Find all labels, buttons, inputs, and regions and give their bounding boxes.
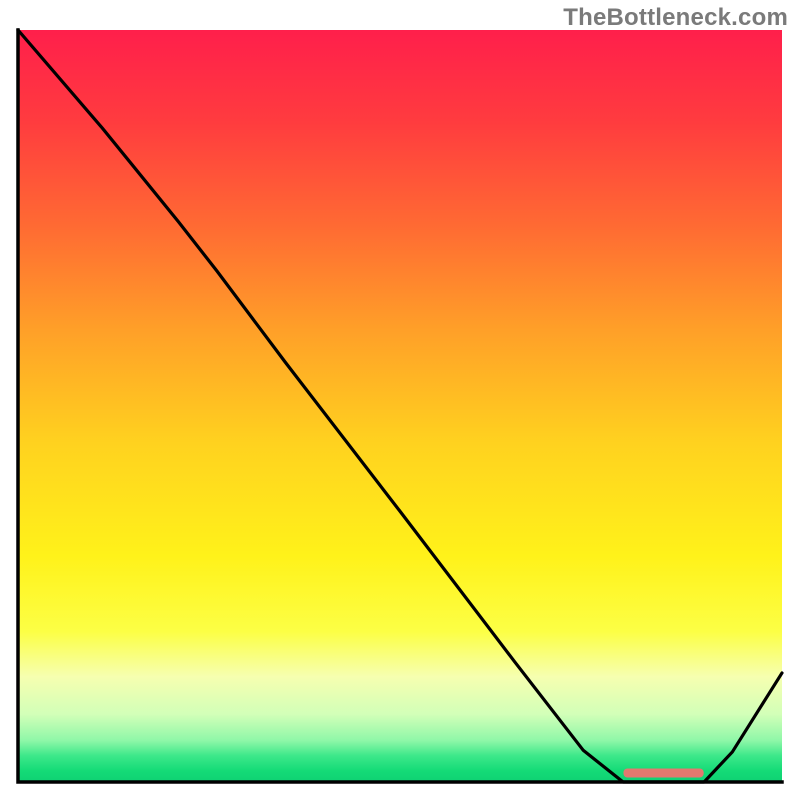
marker-rect xyxy=(623,768,703,777)
chart-container: TheBottleneck.com xyxy=(0,0,800,800)
watermark-text: TheBottleneck.com xyxy=(563,4,788,32)
chart-svg xyxy=(0,0,800,800)
plot-background xyxy=(18,30,782,782)
